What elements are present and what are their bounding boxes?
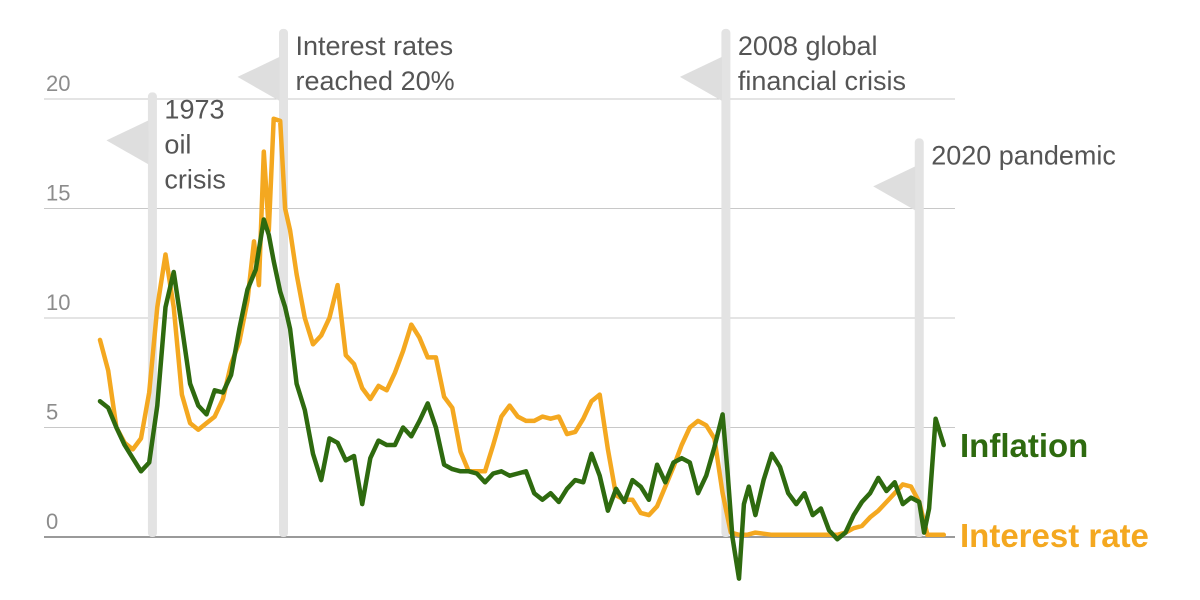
annotation-label: 2020 pandemic xyxy=(931,140,1116,170)
annotation-bar xyxy=(914,138,924,538)
annotation-flag xyxy=(106,120,149,165)
annotation-marker xyxy=(679,28,731,537)
annotation-bars xyxy=(106,28,924,538)
annotation-bar xyxy=(721,28,731,537)
series-lines xyxy=(97,116,947,581)
series-line-inflation xyxy=(97,217,947,581)
series-labels: Inflation Interest rate xyxy=(960,427,1149,554)
annotation-label: 2008 global financial crisis xyxy=(738,31,906,96)
y-tick-label: 15 xyxy=(46,181,70,206)
annotation-marker xyxy=(873,138,924,538)
y-tick-label: 10 xyxy=(46,290,70,315)
y-tick-labels: 0 5 10 15 20 xyxy=(46,71,70,534)
annotation-labels: 1973 oil crisis Interest rates reached 20% 20… xyxy=(164,31,1115,195)
annotation-marker xyxy=(106,92,157,538)
annotation-flag xyxy=(679,56,722,101)
annotation-flag xyxy=(873,166,916,211)
annotation-flag xyxy=(237,56,280,101)
y-tick-label: 0 xyxy=(46,509,58,534)
y-tick-label: 5 xyxy=(46,400,58,425)
annotation-label: 1973 oil crisis xyxy=(164,94,226,194)
series-label-interest-rate: Interest rate xyxy=(960,517,1149,554)
annotation-label: Interest rates reached 20% xyxy=(296,31,455,96)
series-label-inflation: Inflation xyxy=(960,427,1088,464)
y-tick-label: 20 xyxy=(46,71,70,96)
